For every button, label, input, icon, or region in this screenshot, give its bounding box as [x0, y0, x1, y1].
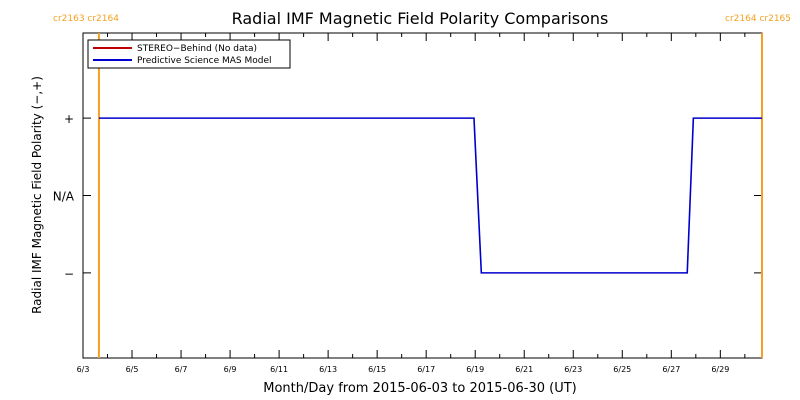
x-tick-label: 6/15 [368, 365, 386, 374]
x-tick-label: 6/7 [175, 365, 188, 374]
legend: STEREO−Behind (No data) Predictive Scien… [87, 39, 291, 69]
y-axis-label: Radial IMF Magnetic Field Polarity (−,+) [30, 76, 44, 314]
x-tick-label: 6/29 [711, 365, 729, 374]
x-tick-label: 6/21 [515, 365, 533, 374]
legend-box [87, 39, 291, 69]
y-tick-label: − [64, 267, 74, 281]
y-tick-label: N/A [53, 190, 75, 204]
x-tick-label: 6/27 [662, 365, 680, 374]
plot-area: 6/3 6/5 6/7 6/9 6/11 6/13 6/15 6/17 6/19 6/21 6/23… [53, 14, 791, 374]
legend-label-stereo: STEREO−Behind (No data) [137, 44, 257, 54]
legend-label-mas: Predictive Science MAS Model [137, 56, 272, 66]
carrington-marker-label: cr2164 cr2165 [725, 14, 791, 24]
x-axis-label: Month/Day from 2015-06-03 to 2015-06-30 … [263, 381, 576, 396]
carrington-marker-label: cr2163 cr2164 [53, 14, 119, 24]
x-tick-label: 6/3 [77, 365, 90, 374]
plot-frame [82, 32, 763, 359]
x-tick-label: 6/13 [319, 365, 337, 374]
series-line-mas-model [98, 117, 762, 274]
x-tick-label: 6/17 [417, 365, 435, 374]
x-tick-label: 6/11 [270, 365, 288, 374]
x-tick-label: 6/19 [466, 365, 484, 374]
y-tick-label: + [64, 112, 74, 126]
chart-title: Radial IMF Magnetic Field Polarity Compa… [232, 9, 609, 28]
x-tick-label: 6/25 [613, 365, 631, 374]
x-tick-label: 6/9 [224, 365, 237, 374]
x-tick-label: 6/23 [564, 365, 582, 374]
x-tick-label: 6/5 [126, 365, 139, 374]
